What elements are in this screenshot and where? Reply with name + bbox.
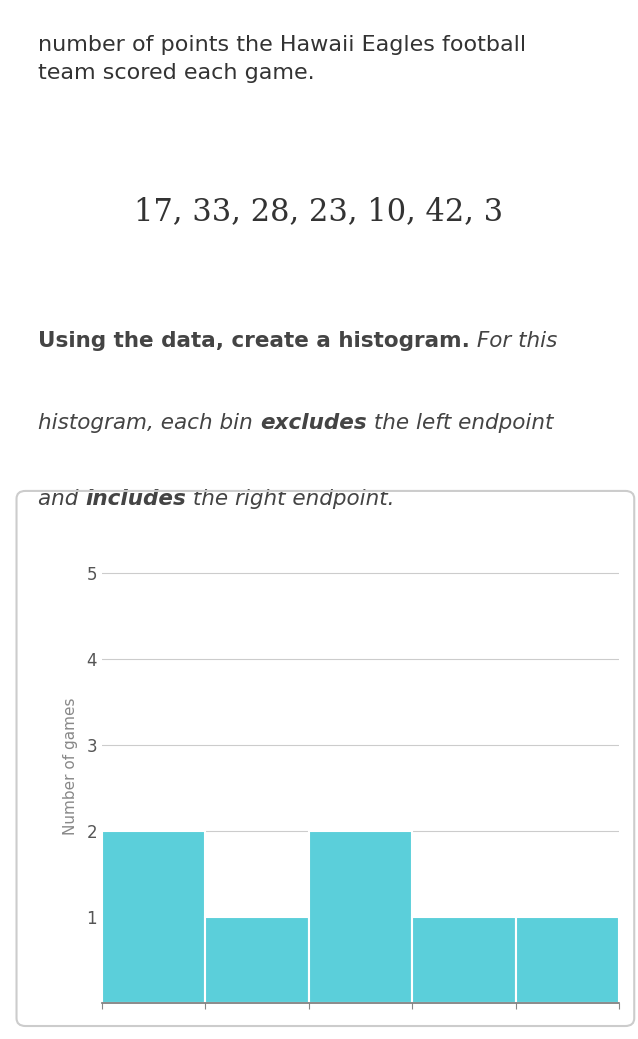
Text: excludes: excludes bbox=[260, 412, 366, 432]
Text: histogram, each bin: histogram, each bin bbox=[38, 412, 260, 432]
Text: and: and bbox=[38, 489, 85, 509]
Text: includes: includes bbox=[85, 489, 186, 509]
Text: the right endpoint.: the right endpoint. bbox=[186, 489, 395, 509]
Bar bbox=[412, 916, 516, 1003]
Text: the left endpoint: the left endpoint bbox=[366, 412, 553, 432]
Text: number of points the Hawaii Eagles football
team scored each game.: number of points the Hawaii Eagles footb… bbox=[38, 35, 526, 83]
Text: Using the data, create a histogram.: Using the data, create a histogram. bbox=[38, 331, 470, 351]
Bar bbox=[102, 831, 205, 1003]
Text: 17, 33, 28, 23, 10, 42, 3: 17, 33, 28, 23, 10, 42, 3 bbox=[135, 196, 503, 228]
Y-axis label: Number of games: Number of games bbox=[63, 697, 78, 835]
Text: For this: For this bbox=[470, 331, 558, 351]
Bar bbox=[309, 831, 412, 1003]
Bar bbox=[516, 916, 619, 1003]
Bar bbox=[205, 916, 309, 1003]
